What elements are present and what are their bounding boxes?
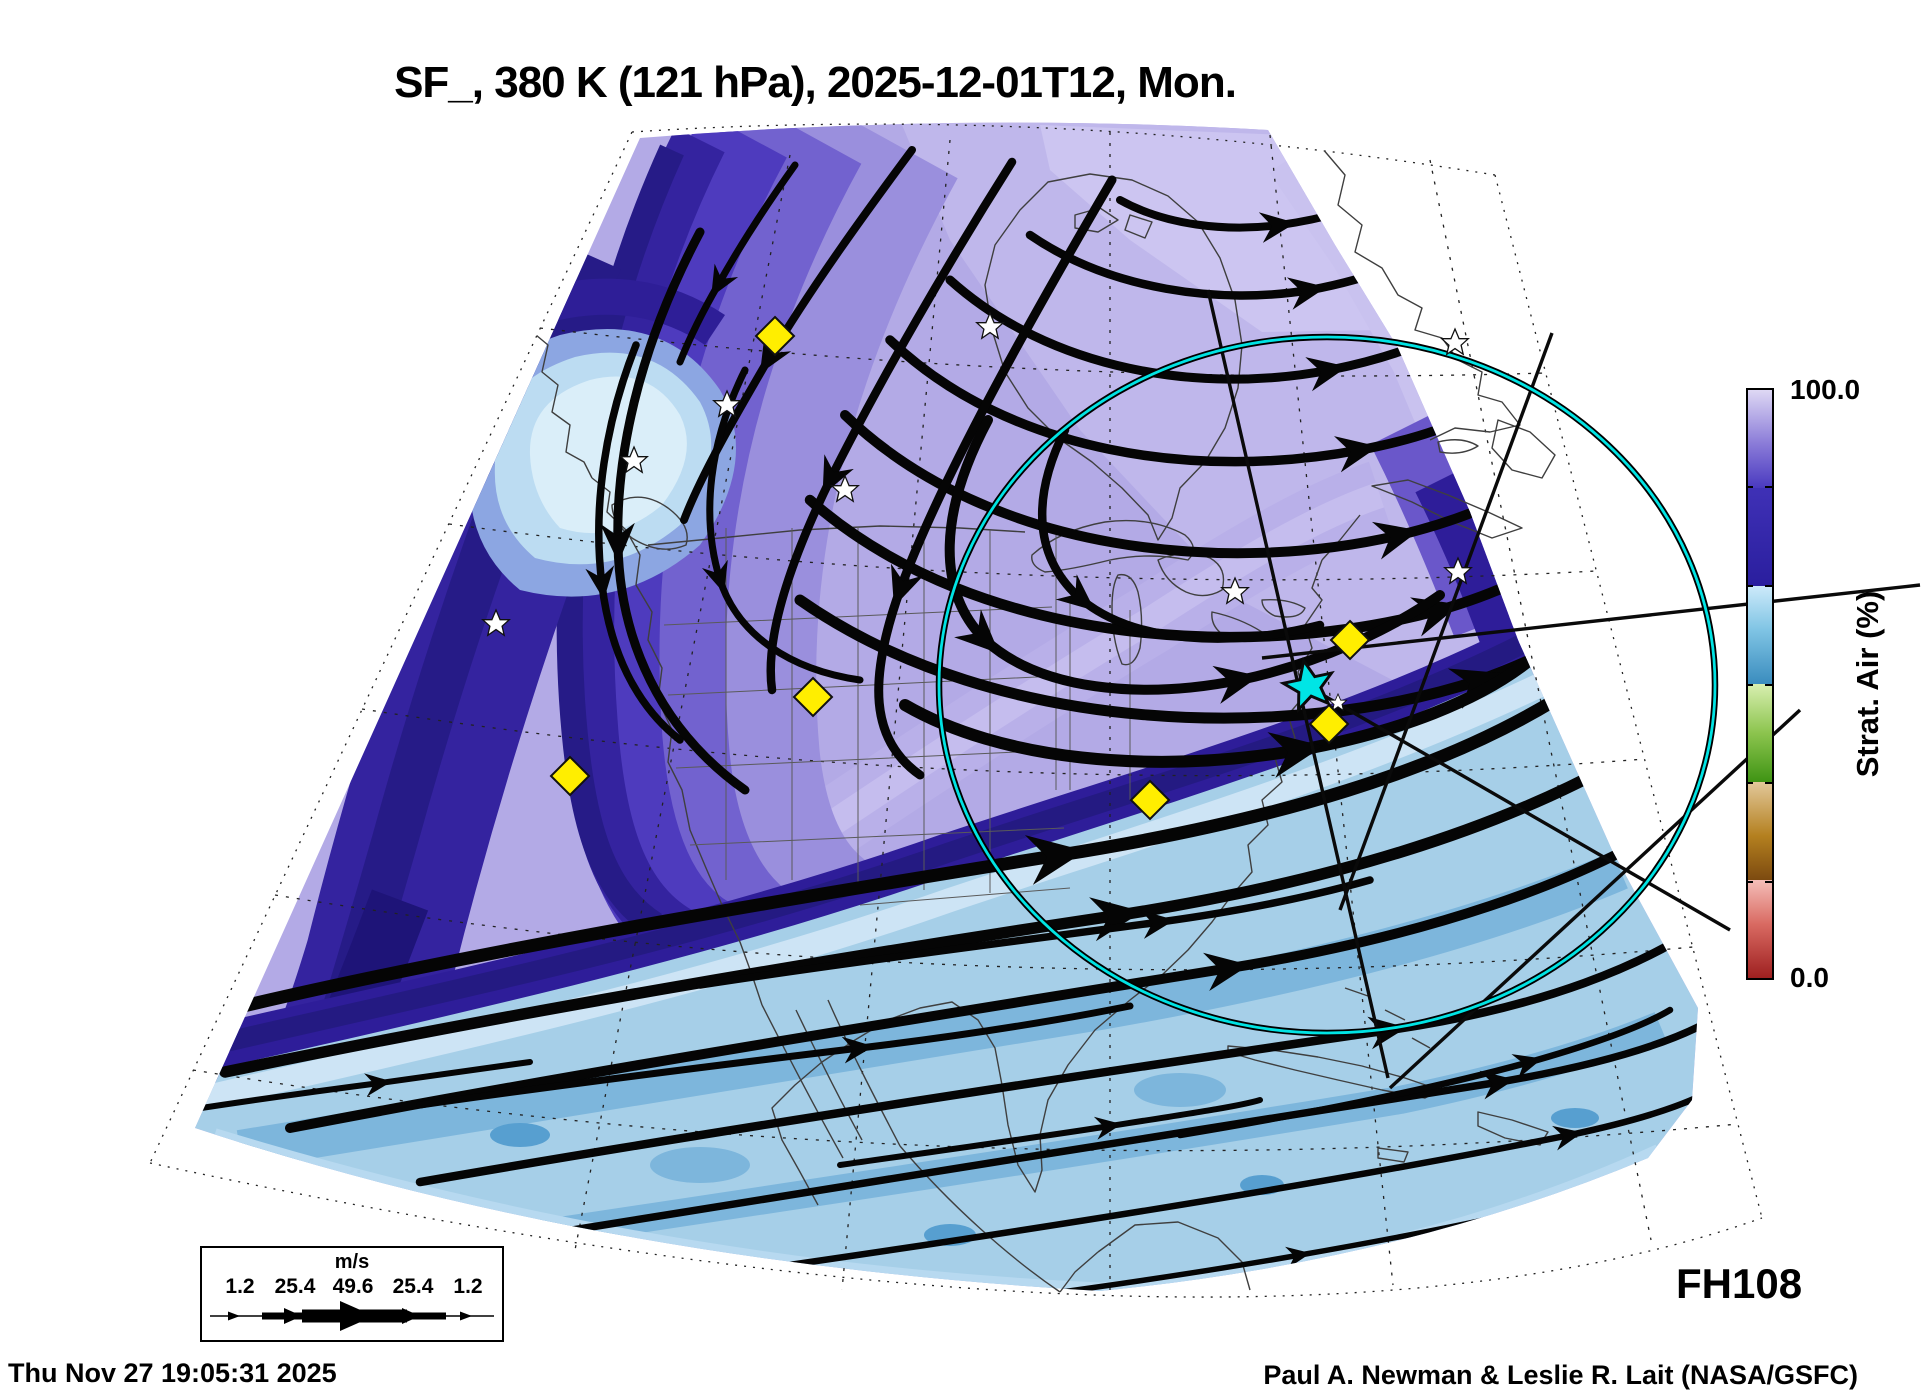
colorbar-tick — [1765, 486, 1772, 488]
generation-timestamp: Thu Nov 27 19:05:31 2025 — [8, 1358, 337, 1388]
graticule — [149, 123, 1763, 1298]
wind-scale-tick: 1.2 — [453, 1275, 483, 1298]
colorbar-tick — [1746, 585, 1753, 587]
colorbar-tick — [1746, 684, 1753, 686]
colorbar-segment-purple — [1748, 390, 1772, 488]
wind-scale-tick: 49.6 — [332, 1275, 374, 1298]
colorbar-tick — [1765, 782, 1772, 784]
forecast-hour-label: FH108 — [1676, 1260, 1803, 1307]
colorbar-tick — [1765, 684, 1772, 686]
colorbar-segment-green — [1748, 684, 1772, 782]
colorbar-axis-label: Strat. Air (%) — [1850, 590, 1885, 778]
wind-scale-legend: m/s 1.2 25.4 49.6 25.4 1.2 — [200, 1246, 504, 1342]
colorbar-tick — [1746, 782, 1753, 784]
cross-section-lines — [1206, 289, 1921, 1090]
colorbar-tick — [1746, 881, 1753, 883]
colorbar-max-label: 100.0 — [1790, 374, 1861, 405]
colorbar-min-label: 0.0 — [1790, 962, 1829, 993]
wind-scale-unit: m/s — [334, 1251, 370, 1273]
colorbar-segment-red — [1748, 880, 1772, 978]
colorbar-tick — [1765, 585, 1772, 587]
wind-scale-tick: 1.2 — [225, 1275, 255, 1298]
page-title: SF_, 380 K (121 hPa), 2025-12-01T12, Mon… — [394, 58, 1237, 107]
range-circle — [935, 333, 1719, 1037]
colorbar-tick — [1765, 881, 1772, 883]
colorbar-segment-brown — [1748, 782, 1772, 880]
colorbar-tick — [1746, 486, 1753, 488]
colorbar-segment-indigo — [1748, 488, 1772, 586]
wind-scale-glyph — [210, 1301, 494, 1331]
credit-line: Paul A. Newman & Leslie R. Lait (NASA/GS… — [1263, 1360, 1858, 1390]
wind-scale-tick: 25.4 — [392, 1275, 434, 1298]
wind-scale-tick: 25.4 — [274, 1275, 316, 1298]
colorbar-segment-cyan — [1748, 586, 1772, 684]
